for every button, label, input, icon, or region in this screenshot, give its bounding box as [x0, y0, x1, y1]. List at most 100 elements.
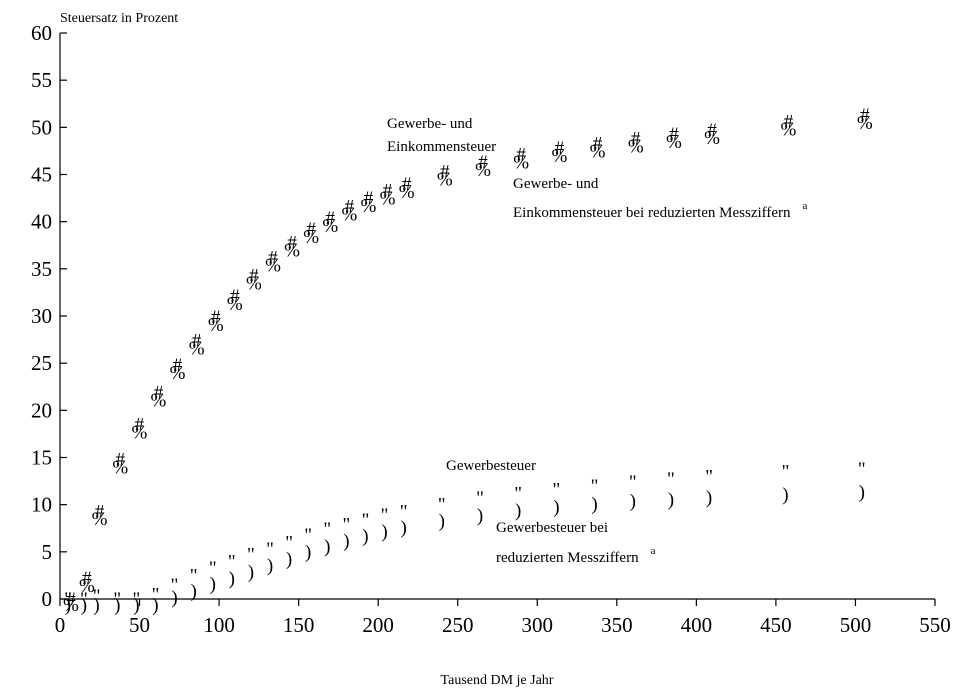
y-tick-label: 55 [31, 68, 52, 92]
data-markers: # # # # # # # # # # # # # # # # # # # # # # # # # # # # #%%%%%%%%%%%… [63, 105, 873, 616]
data-point: " [80, 589, 88, 610]
data-point: % [322, 216, 338, 237]
data-point: " [342, 514, 350, 535]
data-point: % [92, 509, 108, 530]
data-point: # [66, 589, 76, 610]
data-point: " [629, 472, 637, 493]
data-point: % [131, 422, 147, 443]
data-point: ) [171, 587, 177, 608]
y-tick-label: 30 [31, 304, 52, 328]
x-tick-label: 150 [283, 613, 315, 637]
data-point: ) [93, 595, 99, 616]
data-point: # [784, 112, 794, 133]
y-tick-label: 10 [31, 493, 52, 517]
data-point: # [516, 145, 526, 166]
x-axis-label: Tausend DM je Jahr [441, 673, 554, 688]
data-point: % [513, 153, 529, 174]
data-point: " [228, 551, 236, 572]
data-point: ) [81, 595, 87, 616]
data-point: # [306, 219, 316, 240]
data-point: ) [267, 555, 273, 576]
data-point: ) [400, 518, 406, 539]
data-point: # [154, 382, 164, 403]
data-point: " [93, 586, 101, 607]
y-tick-label: 25 [31, 351, 52, 375]
annotation-text: Einkommensteuer [387, 139, 496, 155]
x-ticks: 0 50 100 150 200 250 300 350 400 450 500 550 [55, 599, 951, 637]
data-point: % [399, 182, 415, 203]
annotation-text: Einkommensteuer bei reduzierten Messziff… [513, 205, 791, 221]
data-point: % [704, 128, 720, 149]
x-tick-label: 450 [760, 613, 792, 637]
data-point: ) [782, 485, 788, 506]
data-point: ) [324, 537, 330, 558]
data-point: ) [859, 482, 865, 503]
data-point: ) [229, 569, 235, 590]
x-tick-label: 0 [55, 613, 66, 637]
data-point: # [95, 501, 105, 522]
y-tick-label: 35 [31, 257, 52, 281]
data-point: % [227, 294, 243, 315]
data-point: % [246, 273, 262, 294]
data-point: " [362, 510, 370, 531]
y-tick-label: 50 [31, 115, 52, 139]
data-point: ) [668, 489, 674, 510]
x-tick-label: 50 [129, 613, 150, 637]
data-point: " [64, 589, 72, 610]
data-point: % [857, 113, 873, 134]
data-point: ) [190, 581, 196, 602]
data-point: % [475, 160, 491, 181]
data-point: ) [630, 491, 636, 512]
annotation-text: Gewerbe- und [387, 116, 473, 132]
data-point: " [113, 589, 121, 610]
data-point: # [478, 152, 488, 173]
data-point: # [82, 568, 92, 589]
y-tick-label: 45 [31, 163, 52, 187]
x-tick-label: 200 [362, 613, 394, 637]
data-point: # [326, 208, 336, 229]
data-point: % [590, 141, 606, 162]
y-tick-label: 40 [31, 210, 52, 234]
data-point: # [116, 449, 126, 470]
data-point: ) [343, 531, 349, 552]
x-tick-label: 250 [442, 613, 474, 637]
data-point: # [707, 120, 717, 141]
y-tick-label: 20 [31, 398, 52, 422]
data-point: " [591, 476, 599, 497]
data-point: ) [152, 595, 158, 616]
data-point: # [440, 162, 450, 183]
data-point: " [304, 525, 312, 546]
data-point: # [173, 355, 183, 376]
annotation-text: Gewerbe- und [513, 176, 599, 192]
data-point: ) [133, 595, 139, 616]
y-axis-label: Steuersatz in Prozent [60, 11, 178, 26]
y-tick-label: 60 [31, 21, 52, 45]
data-point: " [190, 565, 198, 586]
data-point: % [151, 390, 167, 411]
x-tick-label: 500 [840, 613, 872, 637]
data-point: ) [439, 511, 445, 532]
y-ticks: 0 5 10 15 20 25 30 35 40 45 50 55 60 [31, 21, 67, 611]
data-point: # [249, 265, 259, 286]
data-point: % [380, 188, 396, 209]
data-point: # [383, 181, 393, 202]
data-point: " [285, 532, 293, 553]
data-point: " [381, 505, 389, 526]
data-point: % [265, 255, 281, 276]
data-point: " [247, 545, 255, 566]
data-point: % [551, 146, 567, 167]
data-point: ) [477, 505, 483, 526]
data-point: " [171, 575, 179, 596]
data-point: " [400, 501, 408, 522]
annotation-text: Gewerbesteuer [446, 458, 536, 474]
annotation-footnote-mark: a [803, 200, 808, 212]
data-point: " [323, 519, 331, 540]
data-point: % [189, 338, 205, 359]
data-point: # [364, 188, 374, 209]
data-point: % [341, 204, 357, 225]
data-point: # [631, 129, 641, 150]
data-point: # [669, 124, 679, 145]
data-point: % [303, 227, 319, 248]
data-point: ) [114, 595, 120, 616]
data-point: " [476, 488, 484, 509]
